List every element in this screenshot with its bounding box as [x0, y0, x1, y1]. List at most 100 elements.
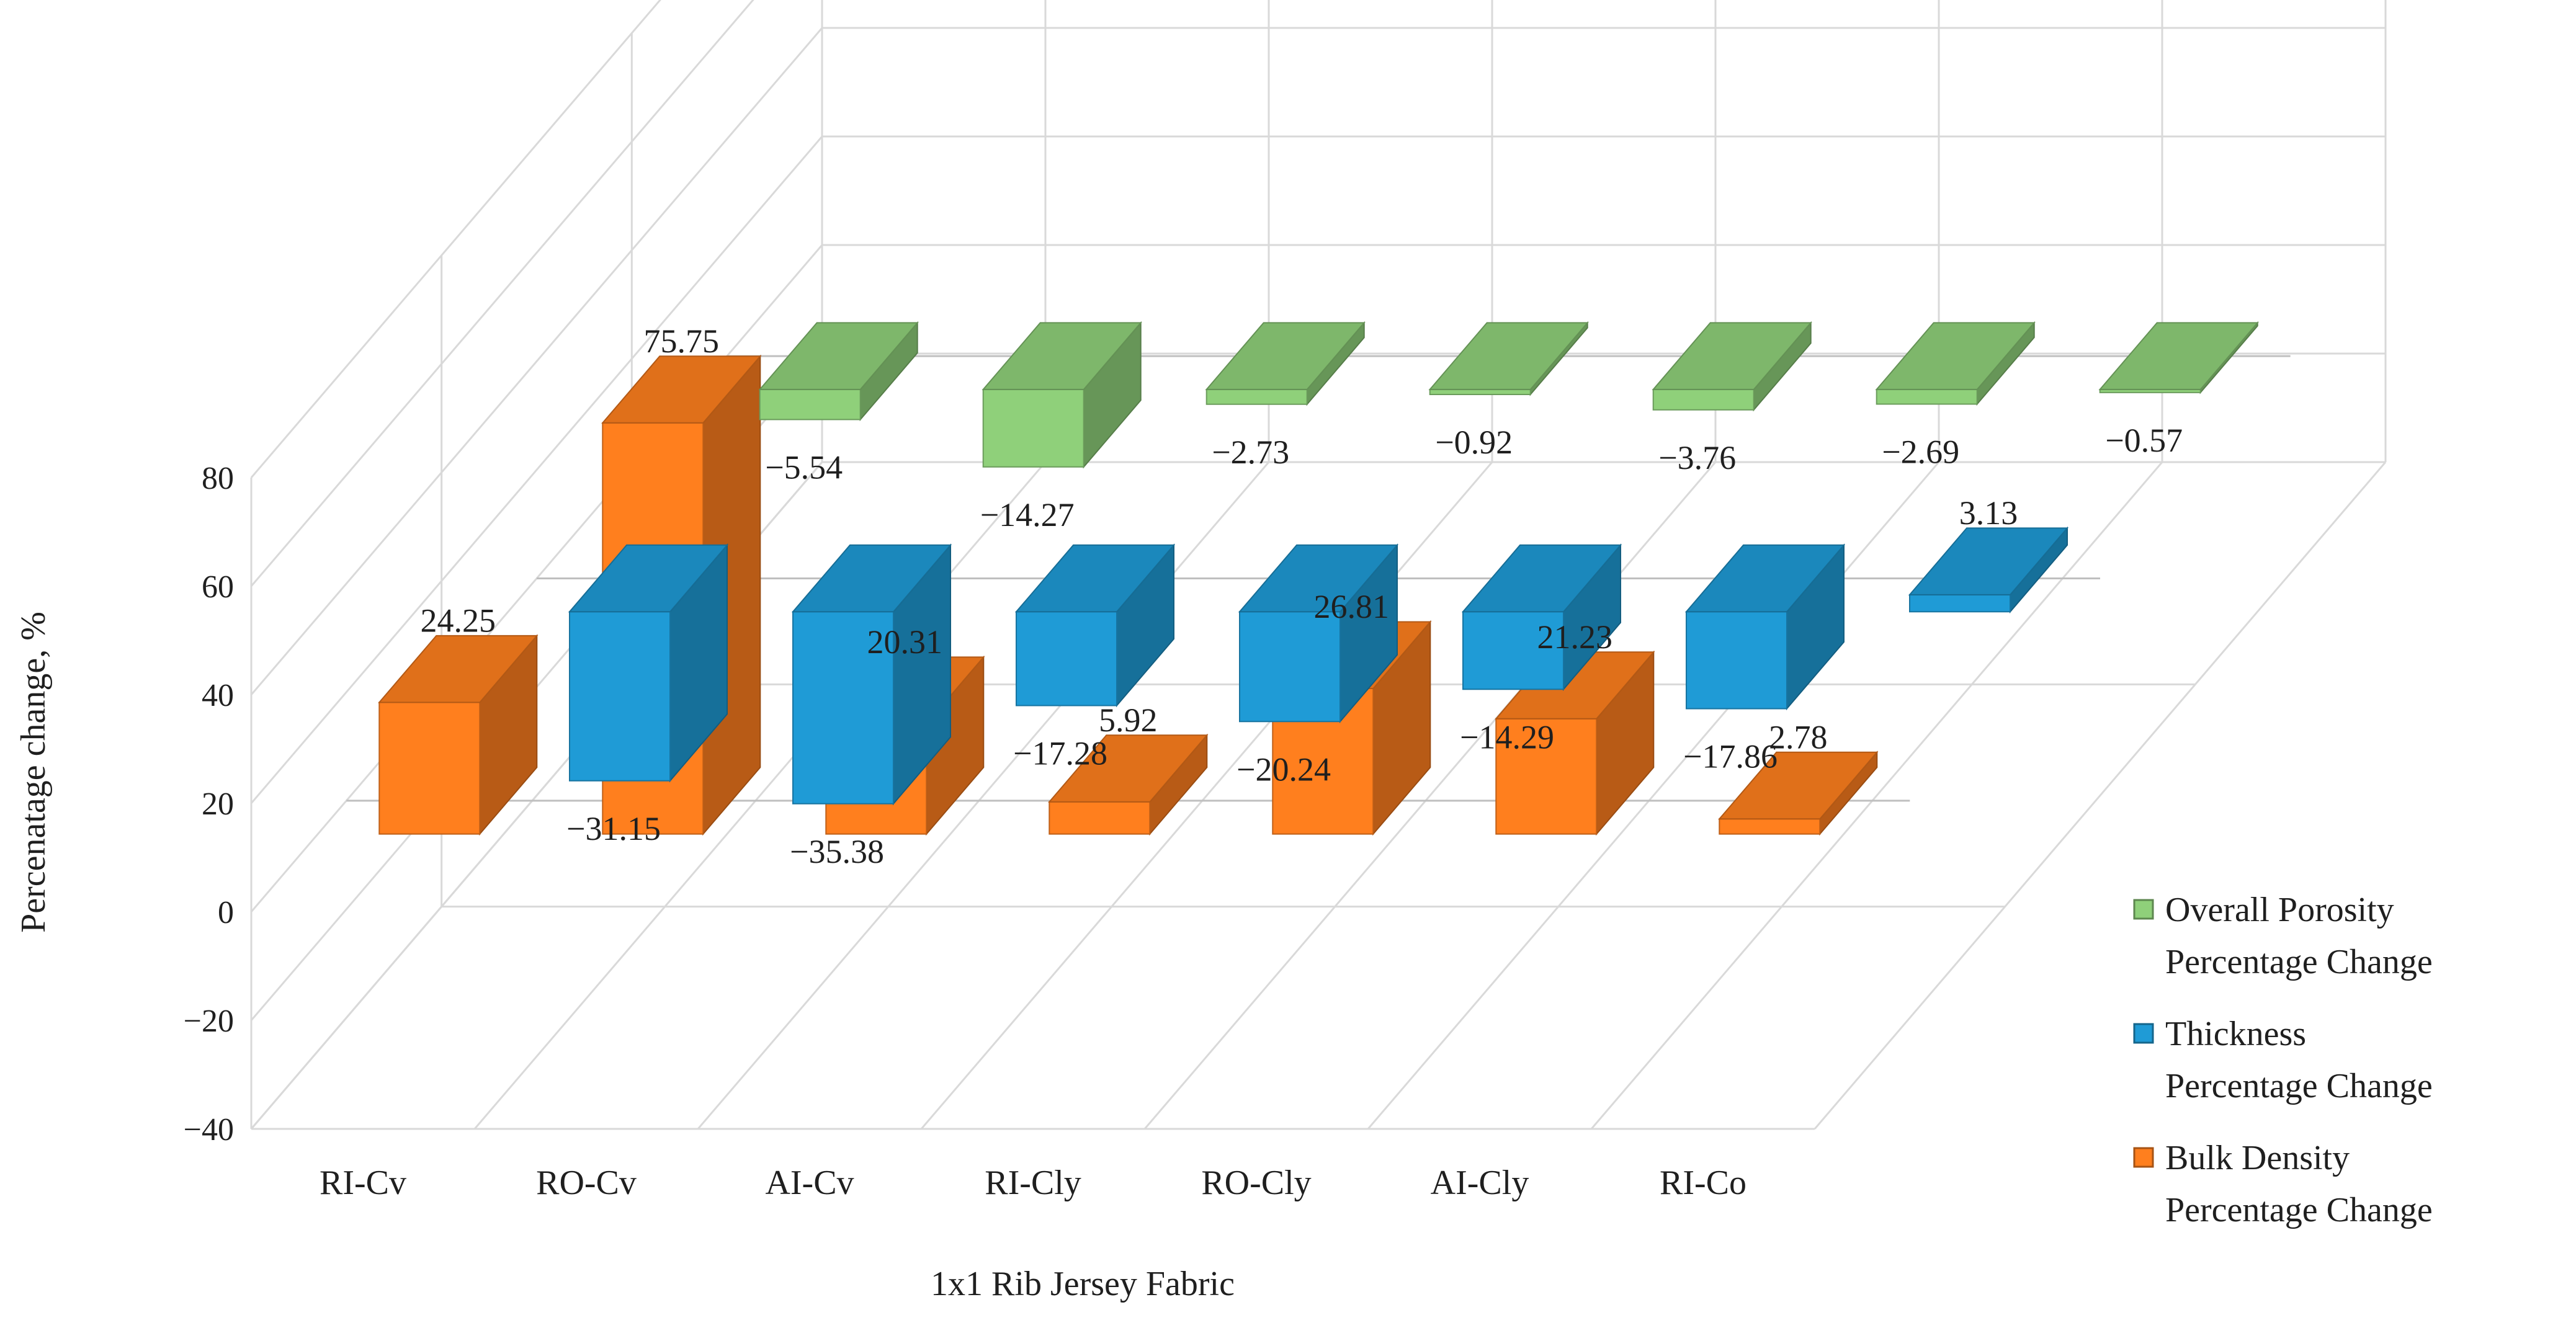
data-label: 24.25: [421, 602, 496, 639]
legend-swatch: [2133, 1147, 2154, 1168]
bar: [1238, 543, 1399, 724]
data-label: −5.54: [765, 448, 843, 486]
y-tick-label: 80: [202, 461, 234, 496]
data-label: −14.27: [980, 496, 1075, 533]
bar-front-face: [1205, 388, 1308, 405]
x-tick-label: RI-Cv: [320, 1164, 406, 1202]
side-wall-gridline: [250, 0, 661, 478]
data-label: 2.78: [1769, 719, 1828, 756]
data-label: −0.57: [2105, 422, 2183, 459]
data-label: 26.81: [1314, 588, 1390, 625]
legend-item: Bulk Density Percentage Change: [2133, 1139, 2433, 1229]
bar: [1205, 321, 1366, 406]
legend-label: Bulk Density Percentage Change: [2165, 1139, 2433, 1229]
data-label: −20.24: [1237, 751, 1331, 788]
bar: [1718, 751, 1879, 836]
bar-front-face: [1686, 611, 1787, 710]
bar-front-face: [1876, 388, 1978, 405]
x-tick-label: RO-Cv: [536, 1164, 637, 1202]
bar: [1461, 543, 1622, 692]
y-tick-label: 60: [202, 569, 234, 605]
data-label: 20.31: [867, 623, 943, 661]
side-wall-gridline: [250, 27, 823, 695]
bar-top-face: [1718, 751, 1879, 820]
data-label: −17.86: [1683, 738, 1778, 775]
data-label: 5.92: [1099, 702, 1158, 739]
bar-front-face: [1049, 801, 1151, 835]
legend-item: Thickness Percentage Change: [2133, 1015, 2433, 1105]
y-axis-ticks: −40 −20 0 20 40 60 80: [184, 461, 234, 1148]
bar-top-face: [1205, 322, 1366, 390]
bar: [1014, 543, 1176, 708]
data-label: −31.15: [566, 810, 661, 847]
bar: [982, 321, 1142, 469]
y-axis-title: Percenatage change, %: [14, 612, 53, 933]
x-axis-title: 1x1 Rib Jersey Fabric: [931, 1265, 1235, 1303]
bar: [758, 321, 919, 422]
bar: [1875, 321, 2036, 406]
data-labels: 24.25 75.75 20.31 5.92 26.81 21.23 2.78 −31.15 −…: [421, 323, 2183, 870]
x-tick-label: AI-Cly: [1431, 1164, 1529, 1202]
side-wall-gridline: [250, 0, 754, 587]
bar-top-face: [568, 544, 729, 613]
bar: [2098, 321, 2259, 394]
bar-top-face: [1014, 544, 1176, 613]
bar-top-face: [378, 635, 539, 703]
x-tick-label: RI-Co: [1660, 1164, 1746, 1202]
data-label: −3.76: [1658, 439, 1736, 476]
bar-top-face: [2098, 322, 2259, 390]
legend-swatch: [2133, 899, 2154, 920]
bar-front-face: [1429, 388, 1531, 395]
bar-top-face: [601, 355, 762, 424]
data-label: −17.28: [1013, 735, 1107, 772]
bar: [1684, 543, 1846, 711]
y-tick-label: −40: [184, 1112, 234, 1148]
bar-front-face: [982, 388, 1085, 468]
bar: [1428, 321, 1589, 396]
legend-swatch: [2133, 1023, 2154, 1044]
bar: [378, 634, 539, 836]
bar-top-face: [1684, 544, 1846, 613]
bar-front-face: [1016, 611, 1117, 706]
data-label: −0.92: [1435, 424, 1513, 461]
data-label: −14.29: [1460, 718, 1554, 755]
bar-front-face: [569, 611, 671, 782]
bar-top-face: [1461, 544, 1622, 613]
data-label: 21.23: [1537, 618, 1613, 656]
floor-gridline: [1813, 461, 2387, 1130]
legend: Overall Porosity Percentage Change Thickne…: [2133, 891, 2433, 1229]
y-tick-label: −20: [184, 1004, 234, 1039]
x-tick-label: RO-Cly: [1201, 1164, 1311, 1202]
bar-front-face: [1719, 818, 1821, 835]
bar-front-face: [759, 388, 861, 421]
legend-item: Overall Porosity Percentage Change: [2133, 891, 2433, 981]
bar-front-face: [1652, 388, 1755, 411]
bar-top-face: [1908, 527, 2069, 595]
y-tick-label: 20: [202, 787, 234, 822]
bar-top-face: [758, 322, 919, 390]
data-label: −35.38: [790, 833, 884, 870]
bar: [1908, 526, 2069, 614]
data-label: −2.69: [1882, 434, 1959, 471]
bar-top-face: [1875, 322, 2036, 390]
bar-top-face: [1238, 544, 1399, 613]
y-tick-label: 40: [202, 678, 234, 713]
data-label: 3.13: [1959, 494, 2018, 532]
bar-front-face: [378, 702, 481, 835]
floor-gridline: [1590, 461, 2163, 1130]
x-axis-categories: RI-Cv RO-Cv AI-Cv RI-Cly RO-Cly AI-Cly RI-Co: [320, 1164, 1746, 1202]
x-tick-label: RI-Cly: [985, 1164, 1081, 1202]
bar: [1495, 650, 1655, 836]
side-wall-gridline: [250, 136, 823, 804]
legend-label: Overall Porosity Percentage Change: [2165, 891, 2433, 981]
bar-front-face: [1909, 594, 2011, 613]
bar-top-face: [1048, 734, 1209, 803]
x-tick-label: AI-Cv: [765, 1164, 854, 1202]
legend-label: Thickness Percentage Change: [2165, 1015, 2433, 1105]
y-tick-label: 0: [218, 895, 234, 930]
bar-top-face: [791, 544, 952, 613]
bar-top-face: [1652, 322, 1812, 390]
bar: [1652, 321, 1812, 412]
bar-front-face: [1239, 611, 1341, 723]
